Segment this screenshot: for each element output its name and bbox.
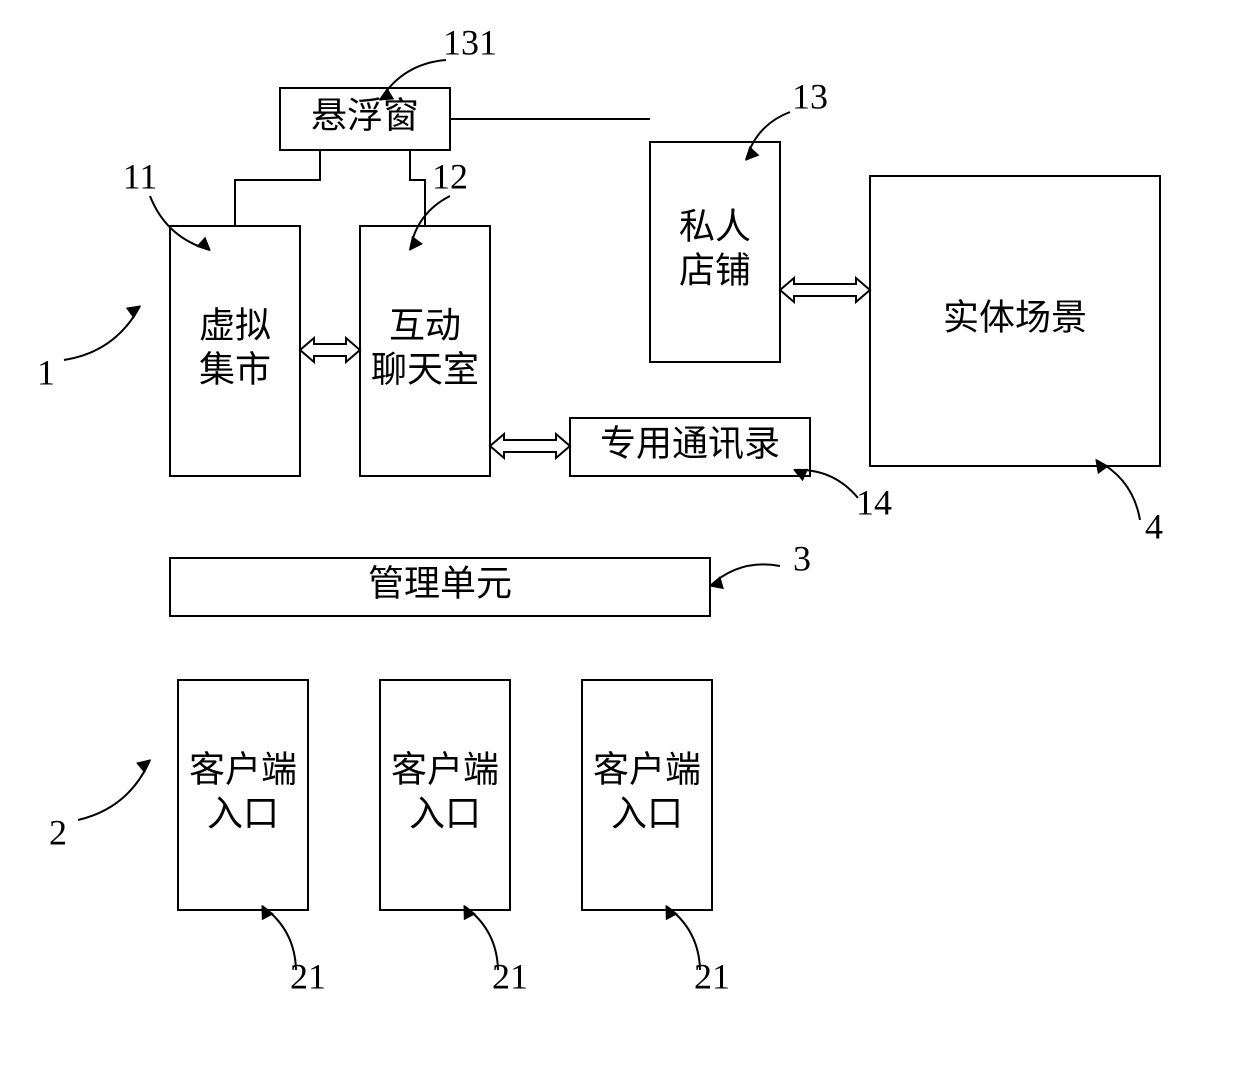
box-client3-label: 入口 <box>611 793 683 833</box>
leader-label-21: 21 <box>694 956 730 996</box>
box-mgmt-label: 管理单元 <box>368 563 512 603</box>
box-chatroom-label: 聊天室 <box>371 349 479 389</box>
box-scene-label: 实体场景 <box>943 297 1087 337</box>
leader-label-21: 21 <box>290 956 326 996</box>
leader-1-4: 1 <box>37 306 140 392</box>
leader-label-131: 131 <box>443 22 497 62</box>
box-scene: 实体场景 <box>870 176 1160 466</box>
box-market-label: 集市 <box>199 349 271 389</box>
leader-label-2: 2 <box>49 812 67 852</box>
box-client1: 客户端入口 <box>178 680 308 910</box>
biarrow-market-chatroom <box>300 338 360 362</box>
leader-label-13: 13 <box>792 76 828 116</box>
connector-floatwin-chatroom <box>410 150 425 226</box>
leader-2-8: 2 <box>49 760 150 852</box>
box-shop-label: 私人 <box>679 206 751 246</box>
leader-label-21: 21 <box>492 956 528 996</box>
leader-label-11: 11 <box>123 156 158 196</box>
leader-label-12: 12 <box>432 156 468 196</box>
box-client1-label: 客户端 <box>189 749 297 789</box>
box-client2: 客户端入口 <box>380 680 510 910</box>
box-mgmt: 管理单元 <box>170 558 710 616</box>
leader-label-4: 4 <box>1145 506 1163 546</box>
box-client3: 客户端入口 <box>582 680 712 910</box>
box-shop-label: 店铺 <box>679 250 751 290</box>
box-client1-label: 入口 <box>207 793 279 833</box>
leader-label-14: 14 <box>856 482 892 522</box>
leader-21-10: 21 <box>464 906 528 996</box>
box-contacts-label: 专用通讯录 <box>600 423 780 463</box>
leader-21-9: 21 <box>262 906 326 996</box>
box-chatroom: 互动聊天室 <box>360 226 490 476</box>
diagram-canvas: 悬浮窗虚拟集市互动聊天室私人店铺实体场景专用通讯录管理单元客户端入口客户端入口客… <box>0 0 1240 1071</box>
box-client2-label: 入口 <box>409 793 481 833</box>
leader-4-6: 4 <box>1096 460 1163 546</box>
box-client2-label: 客户端 <box>391 749 499 789</box>
box-contacts: 专用通讯录 <box>570 418 810 476</box>
leader-3-7: 3 <box>710 538 811 588</box>
box-chatroom-label: 互动 <box>389 305 461 345</box>
box-client3-label: 客户端 <box>593 749 701 789</box>
leader-label-3: 3 <box>793 538 811 578</box>
box-floatwin: 悬浮窗 <box>280 88 450 150</box>
box-market: 虚拟集市 <box>170 226 300 476</box>
box-market-label: 虚拟 <box>199 305 271 345</box>
leader-label-1: 1 <box>37 352 55 392</box>
leader-14-5: 14 <box>794 469 892 522</box>
biarrow-shop-scene <box>780 278 870 302</box>
connector-floatwin-market <box>235 150 320 226</box>
leader-21-11: 21 <box>666 906 730 996</box>
box-floatwin-label: 悬浮窗 <box>311 95 419 135</box>
biarrow-chatroom-contacts <box>490 434 570 458</box>
box-shop: 私人店铺 <box>650 142 780 362</box>
